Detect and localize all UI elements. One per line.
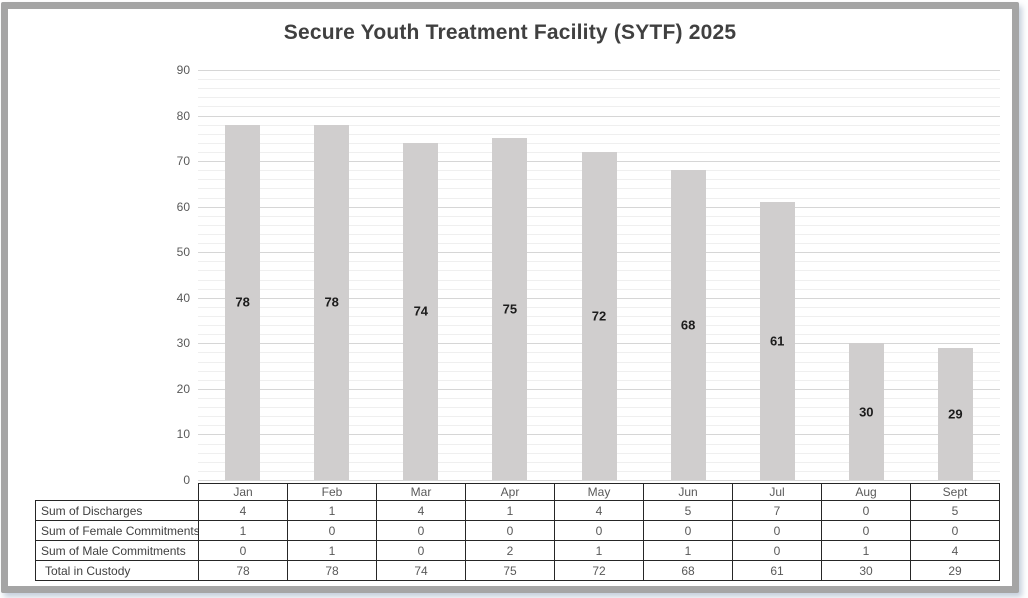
value-cell: 1 bbox=[465, 500, 555, 521]
minor-gridline bbox=[198, 106, 1000, 108]
value-cell: 75 bbox=[465, 560, 555, 581]
minor-gridline bbox=[198, 124, 1000, 126]
value-cell: 29 bbox=[910, 560, 1000, 581]
bar-value-label: 29 bbox=[948, 406, 963, 422]
data-table: Jan Feb Mar Apr May Jun Jul Aug Sept Sum of Disch… bbox=[35, 483, 1000, 581]
value-cell: 5 bbox=[910, 500, 1000, 521]
month-header-cell: Feb bbox=[287, 483, 377, 501]
value-cell: 72 bbox=[554, 560, 644, 581]
chart-title: Secure Youth Treatment Facility (SYTF) 2… bbox=[283, 21, 737, 44]
month-header-cell: Apr bbox=[465, 483, 555, 501]
bar-value-label: 72 bbox=[591, 308, 607, 324]
value-cell: 1 bbox=[821, 540, 911, 561]
y-axis-tick-label: 80 bbox=[176, 108, 190, 123]
plot-area: 78 78 74 75 72 68 61 30 29 bbox=[198, 70, 1000, 481]
bar-value-label: 74 bbox=[413, 303, 429, 319]
bar-value-label: 68 bbox=[680, 317, 696, 333]
row-label-cell: Sum of Male Commitments bbox=[35, 540, 199, 561]
y-axis-tick-label: 0 bbox=[183, 473, 190, 487]
value-cell: 0 bbox=[287, 520, 377, 541]
bar-value-label: 78 bbox=[324, 294, 339, 310]
row-label-cell: Sum of Female Commitments bbox=[35, 520, 199, 541]
major-gridline bbox=[198, 480, 1000, 481]
minor-gridline bbox=[198, 97, 1000, 99]
month-header-cell: Jan bbox=[198, 483, 288, 501]
major-gridline bbox=[198, 115, 1000, 117]
value-cell: 0 bbox=[821, 500, 911, 521]
y-axis-tick-label: 30 bbox=[176, 336, 190, 351]
value-cell: 61 bbox=[732, 560, 822, 581]
value-cell: 0 bbox=[732, 520, 822, 541]
month-header-cell: Mar bbox=[376, 483, 466, 501]
value-cell: 74 bbox=[376, 560, 466, 581]
bar-jan: 78 bbox=[225, 124, 261, 480]
value-cell: 0 bbox=[198, 540, 288, 561]
value-cell: 0 bbox=[465, 520, 555, 541]
bar-value-label: 61 bbox=[769, 333, 785, 349]
value-cell: 1 bbox=[643, 540, 733, 561]
y-axis-tick-label: 60 bbox=[176, 199, 190, 214]
bar-jul: 61 bbox=[759, 202, 795, 480]
y-axis-tick-label: 90 bbox=[176, 63, 190, 77]
y-axis-tick-label: 70 bbox=[176, 154, 190, 169]
y-axis-labels: 0 10 20 30 40 50 60 70 80 90 bbox=[148, 63, 190, 487]
value-cell: 7 bbox=[732, 500, 822, 521]
bar-may: 72 bbox=[581, 152, 617, 480]
value-cell: 4 bbox=[376, 500, 466, 521]
bar-feb: 78 bbox=[314, 124, 350, 480]
bar-value-label: 78 bbox=[235, 294, 250, 310]
y-axis-tick-label: 40 bbox=[176, 290, 190, 305]
month-header-cell: May bbox=[554, 483, 644, 501]
data-table-wrap: Jan Feb Mar Apr May Jun Jul Aug Sept Sum of Disch… bbox=[35, 483, 1000, 581]
bar-value-label: 75 bbox=[502, 301, 518, 317]
y-axis-tick-label: 20 bbox=[176, 381, 190, 396]
value-cell: 4 bbox=[554, 500, 644, 521]
value-cell: 0 bbox=[821, 520, 911, 541]
minor-gridline bbox=[198, 79, 1000, 81]
month-header-cell: Jun bbox=[643, 483, 733, 501]
value-cell: 4 bbox=[910, 540, 1000, 561]
bar-sept: 29 bbox=[937, 347, 973, 480]
month-header-cell: Sept bbox=[910, 483, 1000, 501]
bar-value-label: 30 bbox=[859, 404, 874, 420]
bar-apr: 75 bbox=[492, 138, 528, 480]
row-label-cell: Total in Custody bbox=[35, 560, 199, 581]
table-row: Sum of Male Commitments 0 1 0 2 1 1 0 1 4 bbox=[35, 540, 1000, 561]
value-cell: 78 bbox=[198, 560, 288, 581]
minor-gridline bbox=[198, 88, 1000, 90]
value-cell: 1 bbox=[554, 540, 644, 561]
value-cell: 0 bbox=[376, 540, 466, 561]
value-cell: 2 bbox=[465, 540, 555, 561]
value-cell: 5 bbox=[643, 500, 733, 521]
value-cell: 78 bbox=[287, 560, 377, 581]
table-row: Sum of Discharges 4 1 4 1 4 5 7 0 5 bbox=[35, 500, 1000, 521]
table-row: Total in Custody 78 78 74 75 72 68 61 30 29 bbox=[35, 560, 1000, 581]
value-cell: 0 bbox=[732, 540, 822, 561]
minor-gridline bbox=[198, 133, 1000, 135]
chart-window-content: Secure Youth Treatment Facility (SYTF) 2… bbox=[8, 9, 1012, 586]
minor-gridline bbox=[198, 142, 1000, 144]
value-cell: 30 bbox=[821, 560, 911, 581]
value-cell: 1 bbox=[287, 540, 377, 561]
value-cell: 0 bbox=[910, 520, 1000, 541]
month-header-cell: Jul bbox=[732, 483, 822, 501]
bar-mar: 74 bbox=[403, 142, 439, 480]
value-cell: 4 bbox=[198, 500, 288, 521]
y-axis-tick-label: 10 bbox=[176, 427, 190, 442]
table-row: Sum of Female Commitments 1 0 0 0 0 0 0 0 0 bbox=[35, 520, 1000, 541]
value-cell: 68 bbox=[643, 560, 733, 581]
value-cell: 0 bbox=[554, 520, 644, 541]
value-cell: 0 bbox=[376, 520, 466, 541]
bar-aug: 30 bbox=[848, 343, 884, 480]
row-label-cell: Sum of Discharges bbox=[35, 500, 199, 521]
y-axis-tick-label: 50 bbox=[176, 245, 190, 260]
bar-jun: 68 bbox=[670, 170, 706, 480]
value-cell: 1 bbox=[198, 520, 288, 541]
table-corner-cell bbox=[36, 484, 199, 501]
value-cell: 0 bbox=[643, 520, 733, 541]
major-gridline bbox=[198, 70, 1000, 71]
chart-window: Secure Youth Treatment Facility (SYTF) 2… bbox=[1, 2, 1019, 593]
value-cell: 1 bbox=[287, 500, 377, 521]
month-header-cell: Aug bbox=[821, 483, 911, 501]
